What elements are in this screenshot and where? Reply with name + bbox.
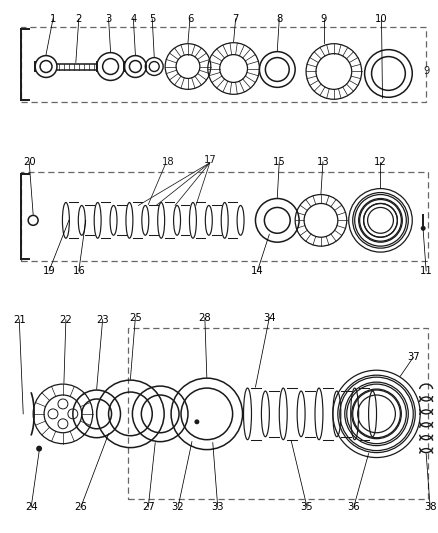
Text: 34: 34 xyxy=(263,313,276,322)
Text: 7: 7 xyxy=(233,14,239,24)
Text: 24: 24 xyxy=(25,502,38,512)
Text: 32: 32 xyxy=(172,502,184,512)
Circle shape xyxy=(36,446,42,451)
Text: 17: 17 xyxy=(203,155,216,165)
Text: 15: 15 xyxy=(273,157,286,167)
Text: 19: 19 xyxy=(42,266,55,276)
Text: 12: 12 xyxy=(374,157,387,167)
Text: 27: 27 xyxy=(142,502,155,512)
Text: 37: 37 xyxy=(407,352,420,362)
Text: 9: 9 xyxy=(321,14,327,24)
Text: 14: 14 xyxy=(251,266,264,276)
Text: 10: 10 xyxy=(375,14,388,24)
Text: 1: 1 xyxy=(50,14,56,24)
Text: 3: 3 xyxy=(106,14,112,24)
Text: 28: 28 xyxy=(198,313,211,322)
Text: 33: 33 xyxy=(212,502,224,512)
Text: 22: 22 xyxy=(60,314,72,325)
Text: 13: 13 xyxy=(317,157,329,167)
Text: 26: 26 xyxy=(74,502,87,512)
Text: 25: 25 xyxy=(129,313,142,322)
Text: 16: 16 xyxy=(72,266,85,276)
Circle shape xyxy=(420,226,426,231)
Text: 18: 18 xyxy=(162,157,174,167)
Text: 38: 38 xyxy=(424,502,436,512)
Text: 8: 8 xyxy=(276,14,283,24)
Text: 21: 21 xyxy=(13,314,26,325)
Text: 23: 23 xyxy=(96,314,109,325)
Text: 5: 5 xyxy=(149,14,155,24)
Text: 9: 9 xyxy=(423,67,429,77)
Text: 20: 20 xyxy=(23,157,35,167)
Text: 11: 11 xyxy=(420,266,433,276)
Text: 4: 4 xyxy=(130,14,137,24)
Text: 2: 2 xyxy=(76,14,82,24)
Circle shape xyxy=(194,419,199,424)
Text: 35: 35 xyxy=(301,502,313,512)
Text: 36: 36 xyxy=(347,502,360,512)
Text: 6: 6 xyxy=(187,14,193,24)
